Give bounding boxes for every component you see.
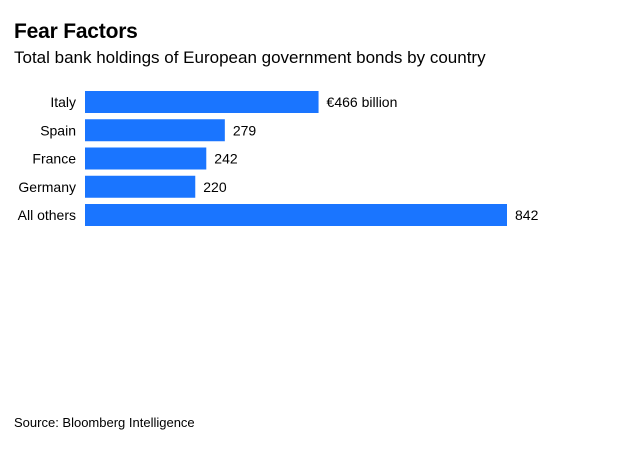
value-label-italy: €466 billion bbox=[327, 94, 398, 110]
category-label-italy: Italy bbox=[50, 94, 76, 110]
category-label-spain: Spain bbox=[40, 122, 76, 138]
bar-italy bbox=[85, 91, 319, 113]
value-label-france: 242 bbox=[214, 151, 238, 167]
category-label-france: France bbox=[32, 151, 76, 167]
bar-spain bbox=[85, 119, 225, 142]
chart-title: Fear Factors bbox=[14, 20, 138, 43]
bar-all-others bbox=[85, 204, 507, 226]
value-label-all-others: 842 bbox=[515, 207, 539, 223]
bar-france bbox=[85, 147, 207, 170]
chart-subtitle: Total bank holdings of European governme… bbox=[14, 48, 486, 67]
source-note: Source: Bloomberg Intelligence bbox=[14, 415, 195, 430]
value-label-spain: 279 bbox=[233, 122, 257, 138]
value-label-germany: 220 bbox=[203, 179, 227, 195]
category-label-germany: Germany bbox=[18, 179, 76, 195]
category-label-all-others: All others bbox=[18, 207, 76, 223]
bar-germany bbox=[85, 175, 196, 198]
